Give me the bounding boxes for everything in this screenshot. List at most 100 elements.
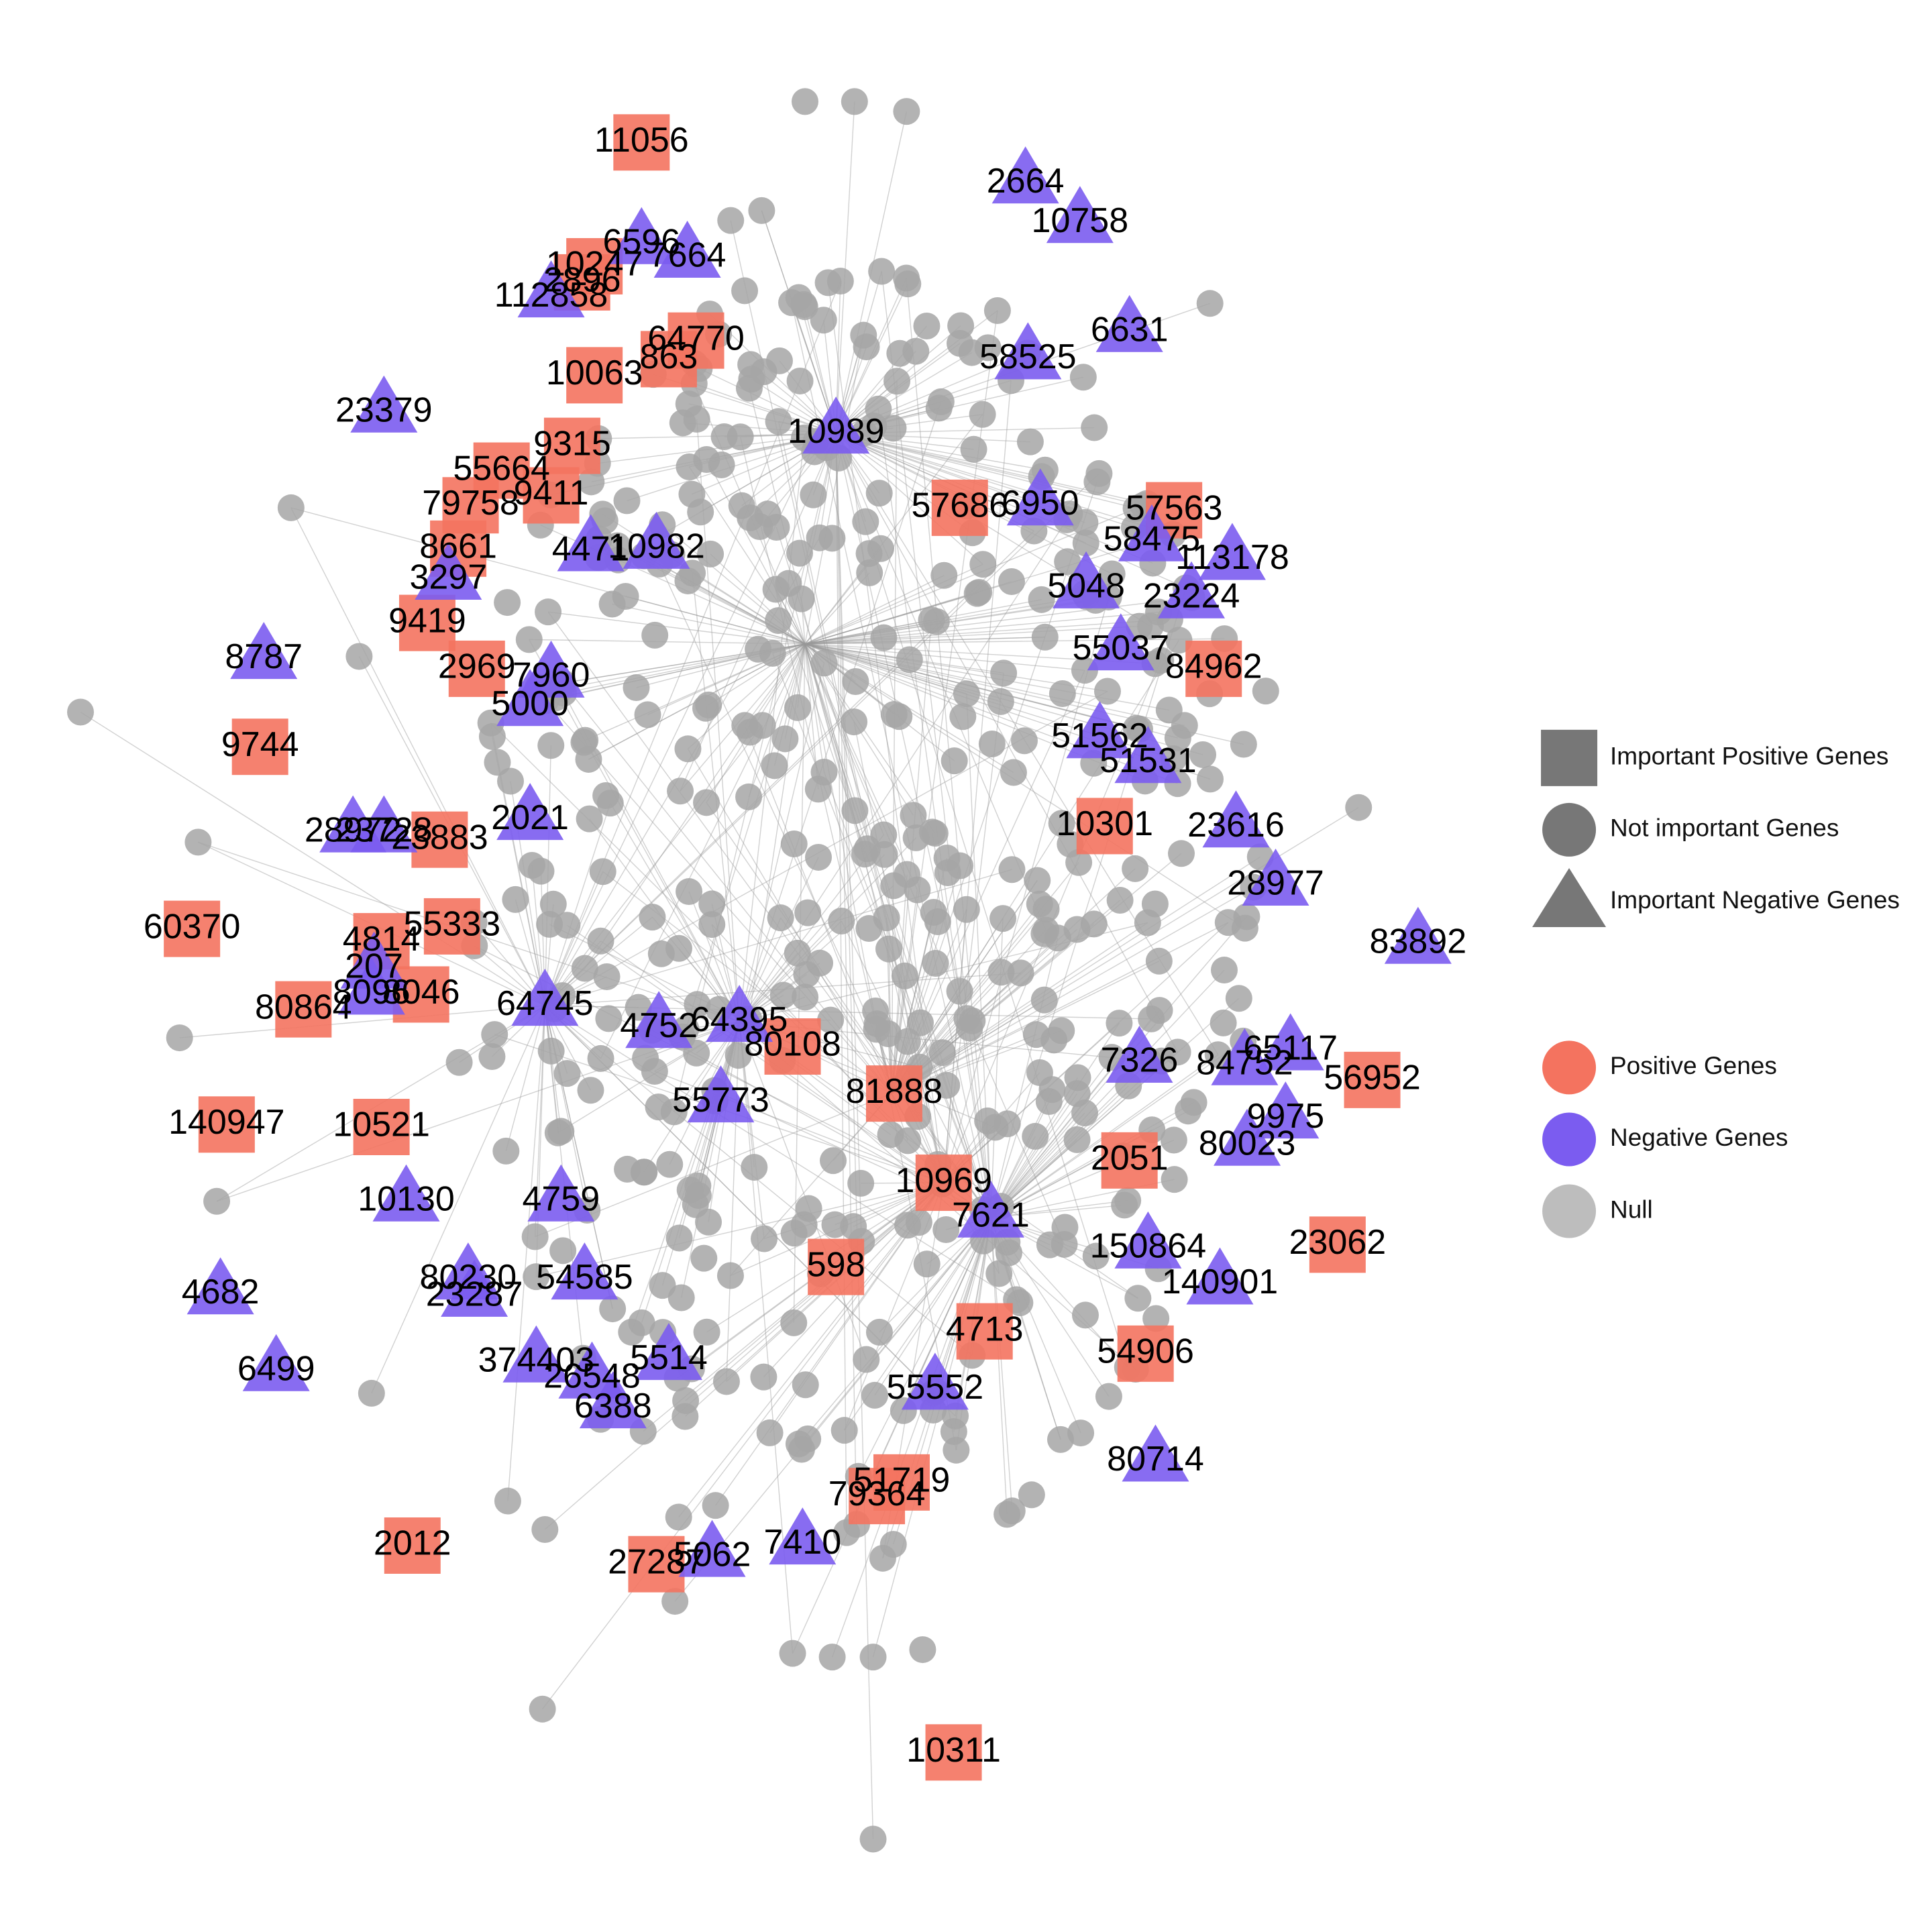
null-node [587,1044,614,1072]
edge [739,1021,867,1360]
edge [835,433,874,1839]
null-node [1106,887,1134,914]
null-node [1196,765,1224,793]
gene-label: 6499 [237,1349,315,1388]
null-node [765,408,792,435]
gene-label: 51719 [853,1461,951,1500]
null-node [953,896,980,923]
null-node [678,480,706,508]
gene-label: 7326 [1101,1041,1179,1080]
positive-gene-node [1101,1132,1158,1189]
edge [804,625,1140,645]
negative-gene-node [653,221,721,278]
gene-label: 7621 [952,1196,1030,1235]
gene-label: 598 [807,1245,865,1284]
null-node [868,258,896,285]
null-node [67,698,94,726]
negative-gene-node [625,991,693,1049]
edge [290,507,806,645]
null-node [649,1272,676,1299]
null-node [946,977,973,1005]
edge [874,1217,991,1396]
null-node [761,752,788,780]
edge [990,998,1240,1218]
edge [544,871,604,1006]
null-node [780,1220,808,1247]
null-node [996,1239,1023,1267]
null-node [1175,1097,1202,1125]
null-node [497,767,525,795]
null-node [1147,647,1175,674]
gene-label: 207 [345,947,403,985]
null-node [771,725,799,753]
null-node [879,415,907,442]
negative-gene-node [1252,1081,1320,1139]
null-node [841,88,868,115]
null-node [775,570,802,597]
gene-label: 10982 [608,527,705,566]
negative-gene-node [1214,1108,1281,1166]
null-node [842,668,869,696]
null-nodes [67,88,1373,1853]
null-node [667,777,694,805]
gene-label: 2051 [1091,1139,1169,1178]
null-node [523,1263,550,1291]
null-node [445,1049,473,1076]
null-node [575,745,602,773]
negative-gene-node [496,669,564,727]
negative-gene-node [1114,1211,1182,1269]
gene-label: 2896 [543,261,621,300]
edge [804,597,1192,645]
null-node [754,500,782,528]
null-node [885,703,913,731]
null-node [859,1644,887,1671]
null-node [784,939,811,967]
positive-gene-node [613,114,670,171]
edge [835,433,1136,509]
null-node [697,540,724,568]
gene-label: 64395 [691,1000,788,1039]
negative-gene-node [1384,906,1452,964]
edge [792,1217,991,1654]
null-node [1124,1285,1152,1312]
edge [891,922,1229,1094]
null-node [1082,1242,1110,1270]
null-node [985,1260,1013,1287]
null-node [1030,920,1058,947]
gene-label: 9411 [514,474,589,513]
null-node [1080,910,1108,938]
negative-gene-node [623,511,690,569]
negative-gene-node [635,1323,702,1381]
null-node [731,712,759,739]
null-node [712,1368,740,1395]
edge [891,890,918,1094]
null-node [1122,855,1149,882]
gene-label: 10247 [546,245,643,284]
null-node [930,561,958,589]
null-node [549,1237,577,1265]
edge [544,1005,1020,1303]
null-node [598,590,626,618]
null-node [765,607,792,635]
null-node [731,277,759,305]
negative-gene-node [994,322,1062,380]
edge [544,530,1034,1006]
edge [990,1199,1128,1218]
positive-gene-node [1076,798,1133,855]
negative-gene-node [186,1257,254,1315]
null-node [875,935,902,963]
edge [681,1021,740,1298]
null-node [1122,494,1150,522]
null-node [1049,680,1076,708]
null-node [1189,741,1217,768]
null-node [893,98,920,125]
positive-gene-node [865,1065,922,1122]
edge [544,1005,956,1417]
negative-gene-node [527,1164,595,1222]
edge [990,1022,1120,1218]
negative-gene-node [1198,523,1266,580]
negative-gene-node [991,146,1059,204]
edge [706,802,991,1218]
negative-gene-node [1066,701,1134,759]
